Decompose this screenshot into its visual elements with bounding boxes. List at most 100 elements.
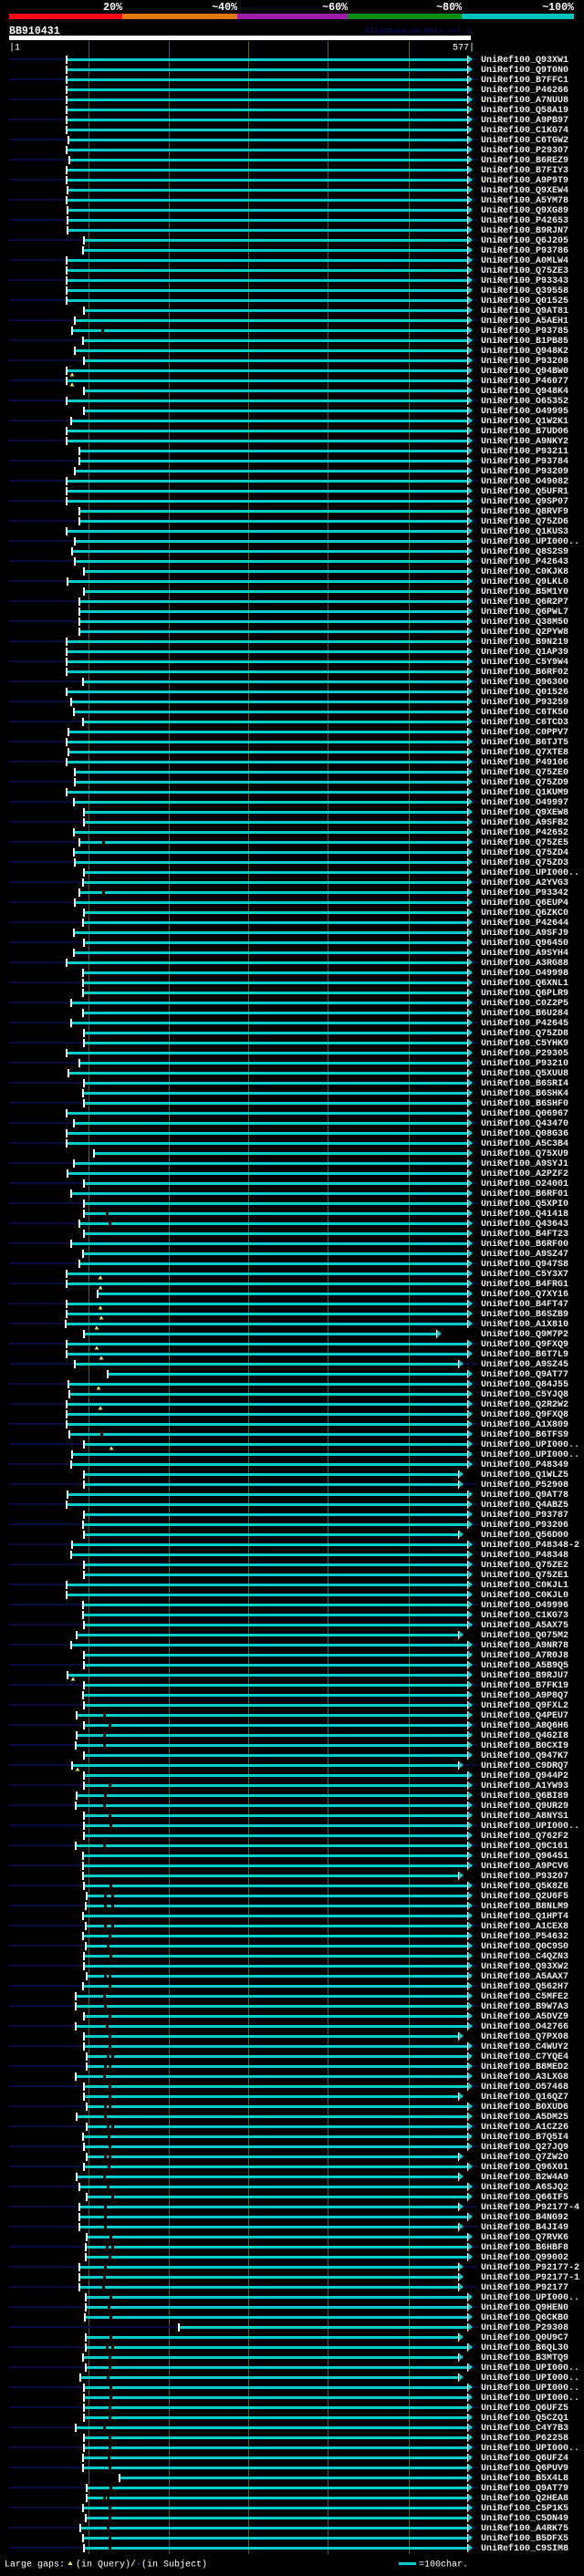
svg-text:~100%: ~100% (542, 2, 574, 14)
svg-text:UniRef100_Q96300: UniRef100_Q96300 (481, 677, 568, 688)
svg-text:UniRef100_Q9T0N0: UniRef100_Q9T0N0 (481, 65, 568, 76)
svg-text:UniRef100_Q75ZD6: UniRef100_Q75ZD6 (481, 516, 568, 527)
svg-text:UniRef100_P92177: UniRef100_P92177 (481, 2282, 568, 2293)
svg-text:UniRef100_B4FT23: UniRef100_B4FT23 (481, 1229, 568, 1240)
svg-text:UniRef100_Q8RVF9: UniRef100_Q8RVF9 (481, 506, 568, 517)
svg-text:UniRef100_A5AX75: UniRef100_A5AX75 (481, 1620, 568, 1631)
svg-text:UniRef100_C5P1K5: UniRef100_C5P1K5 (481, 2503, 568, 2514)
svg-text:UniRef100_B8NLM9: UniRef100_B8NLM9 (481, 1901, 568, 1912)
svg-text:UniRef100_Q5K8Z6: UniRef100_Q5K8Z6 (481, 1881, 568, 1892)
svg-text:UniRef100_O49082: UniRef100_O49082 (481, 476, 568, 487)
svg-text:UniRef100_P46266: UniRef100_P46266 (481, 85, 568, 96)
svg-text:UniRef100_A9SZ45: UniRef100_A9SZ45 (481, 1359, 568, 1370)
svg-text:UniRef100_P92177-4: UniRef100_P92177-4 (481, 2202, 579, 2213)
svg-text:UniRef100_A1X809: UniRef100_A1X809 (481, 1419, 568, 1430)
svg-text:UniRef100_Q9XEW4: UniRef100_Q9XEW4 (481, 185, 568, 196)
svg-text:UniRef100_C7YQE4: UniRef100_C7YQE4 (481, 2051, 568, 2062)
svg-text:UniRef100_Q0U9C7: UniRef100_Q0U9C7 (481, 2332, 568, 2343)
svg-text:UniRef100_A1CEX8: UniRef100_A1CEX8 (481, 1921, 568, 1932)
svg-text:UniRef100_A3RG88: UniRef100_A3RG88 (481, 958, 568, 969)
svg-text:UniRef100_A5C3B4: UniRef100_A5C3B4 (481, 1138, 568, 1149)
svg-text:UniRef100_B7Q5I4: UniRef100_B7Q5I4 (481, 2132, 568, 2143)
svg-text:UniRef100_Q6PUV9: UniRef100_Q6PUV9 (481, 2463, 568, 2474)
svg-text:UniRef100_Q6XNL1: UniRef100_Q6XNL1 (481, 978, 568, 989)
svg-text:UniRef100_Q43643: UniRef100_Q43643 (481, 1219, 568, 1230)
svg-text:UniRef100_A7NUU8: UniRef100_A7NUU8 (481, 95, 568, 106)
svg-text:UniRef100_B9RJN7: UniRef100_B9RJN7 (481, 225, 568, 236)
svg-text:UniRef100_B7FFC1: UniRef100_B7FFC1 (481, 75, 568, 86)
svg-text:UniRef100_P93209: UniRef100_P93209 (481, 466, 568, 477)
svg-text:UniRef100_O49995: UniRef100_O49995 (481, 406, 568, 417)
svg-text:UniRef100_O49998: UniRef100_O49998 (481, 968, 568, 979)
svg-text:UniRef100_Q944P2: UniRef100_Q944P2 (481, 1771, 568, 1781)
svg-text:UniRef100_Q93XW1: UniRef100_Q93XW1 (481, 55, 568, 66)
svg-text:UniRef100_C6TGW2: UniRef100_C6TGW2 (481, 135, 568, 146)
svg-text:UniRef100_Q39558: UniRef100_Q39558 (481, 286, 568, 296)
svg-text:UniRef100_A5YM78: UniRef100_A5YM78 (481, 195, 568, 206)
svg-text:UniRef100_B5X4L8: UniRef100_B5X4L8 (481, 2473, 568, 2484)
svg-text:UniRef100_Q9HEN0: UniRef100_Q9HEN0 (481, 2302, 568, 2313)
svg-text:UniRef100_P93206: UniRef100_P93206 (481, 1520, 568, 1531)
svg-text:UniRef100_P93207: UniRef100_P93207 (481, 1871, 568, 1882)
svg-text:UniRef100_B7FK19: UniRef100_B7FK19 (481, 1680, 568, 1691)
svg-text:UniRef100_Q75ZE1: UniRef100_Q75ZE1 (481, 1570, 568, 1581)
svg-text:UniRef100_B5DFX5: UniRef100_B5DFX5 (481, 2533, 568, 2544)
svg-text:UniRef100_B9W7A3: UniRef100_B9W7A3 (481, 2001, 568, 2012)
svg-text:UniRef100_C9DRQ7: UniRef100_C9DRQ7 (481, 1761, 568, 1771)
svg-text:AlignView.pm Beta rel.7: AlignView.pm Beta rel.7 (365, 26, 471, 36)
svg-text:UniRef100_B2W4A9: UniRef100_B2W4A9 (481, 2172, 568, 2183)
svg-text:UniRef100_Q075M2: UniRef100_Q075M2 (481, 1630, 568, 1641)
svg-text:UniRef100_Q6J205: UniRef100_Q6J205 (481, 235, 568, 246)
svg-text:UniRef100_O49996: UniRef100_O49996 (481, 1600, 568, 1611)
svg-text:UniRef100_P93785: UniRef100_P93785 (481, 326, 568, 337)
svg-text:UniRef100_A1X810: UniRef100_A1X810 (481, 1319, 568, 1330)
svg-text:UniRef100_Q4PEU7: UniRef100_Q4PEU7 (481, 1710, 568, 1721)
svg-text:UniRef100_Q2U6F5: UniRef100_Q2U6F5 (481, 1891, 568, 1902)
svg-text:UniRef100_Q9XG89: UniRef100_Q9XG89 (481, 205, 568, 216)
svg-text:UniRef100_B4FRG1: UniRef100_B4FRG1 (481, 1279, 568, 1290)
svg-text:UniRef100_C4Y7B3: UniRef100_C4Y7B3 (481, 2423, 568, 2434)
svg-text:UniRef100_C6TK50: UniRef100_C6TK50 (481, 707, 568, 718)
svg-text:UniRef100_Q762F2: UniRef100_Q762F2 (481, 1831, 568, 1842)
svg-text:UniRef100_Q27JQ9: UniRef100_Q27JQ9 (481, 2142, 568, 2153)
svg-text:UniRef100_Q75XU9: UniRef100_Q75XU9 (481, 1148, 568, 1159)
svg-text:UniRef100_A4RK75: UniRef100_A4RK75 (481, 2523, 568, 2534)
svg-text:UniRef100_O57468: UniRef100_O57468 (481, 2082, 568, 2093)
svg-text:UniRef100_Q0C9S0: UniRef100_Q0C9S0 (481, 1941, 568, 1952)
svg-text:UniRef100_Q75ZE2: UniRef100_Q75ZE2 (481, 1560, 568, 1571)
svg-text:UniRef100_A3LXG8: UniRef100_A3LXG8 (481, 2072, 568, 2083)
svg-text:UniRef100_Q9LKL0: UniRef100_Q9LKL0 (481, 576, 568, 587)
svg-text:UniRef100_B0CXI9: UniRef100_B0CXI9 (481, 1740, 568, 1751)
svg-text:UniRef100_A8Q6H6: UniRef100_A8Q6H6 (481, 1720, 568, 1731)
svg-text:UniRef100_Q1AP39: UniRef100_Q1AP39 (481, 647, 568, 658)
svg-text:UniRef100_P93784: UniRef100_P93784 (481, 456, 568, 467)
svg-text:UniRef100_Q43470: UniRef100_Q43470 (481, 1118, 568, 1129)
svg-text:UniRef100_Q1W2K1: UniRef100_Q1W2K1 (481, 416, 568, 427)
svg-text:UniRef100_B6SRI4: UniRef100_B6SRI4 (481, 1078, 568, 1089)
svg-text:UniRef100_Q2R2W2: UniRef100_Q2R2W2 (481, 1399, 568, 1410)
svg-text:UniRef100_B6SHK4: UniRef100_B6SHK4 (481, 1088, 568, 1099)
svg-text:UniRef100_Q7XY16: UniRef100_Q7XY16 (481, 1289, 568, 1300)
svg-text:UniRef100_Q6CKB0: UniRef100_Q6CKB0 (481, 2312, 568, 2323)
svg-text:UniRef100_O42766: UniRef100_O42766 (481, 2021, 568, 2032)
svg-text:UniRef100_Q99002: UniRef100_Q99002 (481, 2252, 568, 2263)
svg-text:UniRef100_B6TJT5: UniRef100_B6TJT5 (481, 737, 568, 748)
svg-text:UniRef100_A9NR78: UniRef100_A9NR78 (481, 1640, 568, 1651)
svg-text:577|: 577| (453, 43, 474, 54)
svg-text:UniRef100_P42653: UniRef100_P42653 (481, 215, 568, 226)
svg-text:UniRef100_A1CZ26: UniRef100_A1CZ26 (481, 2122, 568, 2133)
svg-text:UniRef100_C0Z2P5: UniRef100_C0Z2P5 (481, 998, 568, 1009)
svg-text:UniRef100_A9PCV6: UniRef100_A9PCV6 (481, 1861, 568, 1872)
svg-text:UniRef100_Q7ZW20: UniRef100_Q7ZW20 (481, 2152, 568, 2163)
svg-text:UniRef100_Q9FXQ8: UniRef100_Q9FXQ8 (481, 1409, 568, 1420)
svg-text:UniRef100_P49106: UniRef100_P49106 (481, 757, 568, 768)
svg-text:UniRef100_B6U284: UniRef100_B6U284 (481, 1008, 568, 1019)
svg-text:UniRef100_Q5XPI0: UniRef100_Q5XPI0 (481, 1199, 568, 1210)
svg-text:UniRef100_Q9XEW8: UniRef100_Q9XEW8 (481, 807, 568, 818)
svg-text:UniRef100_Q2HEA8: UniRef100_Q2HEA8 (481, 2493, 568, 2504)
svg-text:UniRef100_B6T7L9: UniRef100_B6T7L9 (481, 1349, 568, 1360)
svg-text:UniRef100_A5B9Q5: UniRef100_A5B9Q5 (481, 1660, 568, 1671)
svg-text:UniRef100_A0MLW4: UniRef100_A0MLW4 (481, 255, 568, 266)
svg-text:UniRef100_P93343: UniRef100_P93343 (481, 275, 568, 286)
svg-text:UniRef100_B6REZ9: UniRef100_B6REZ9 (481, 155, 568, 166)
